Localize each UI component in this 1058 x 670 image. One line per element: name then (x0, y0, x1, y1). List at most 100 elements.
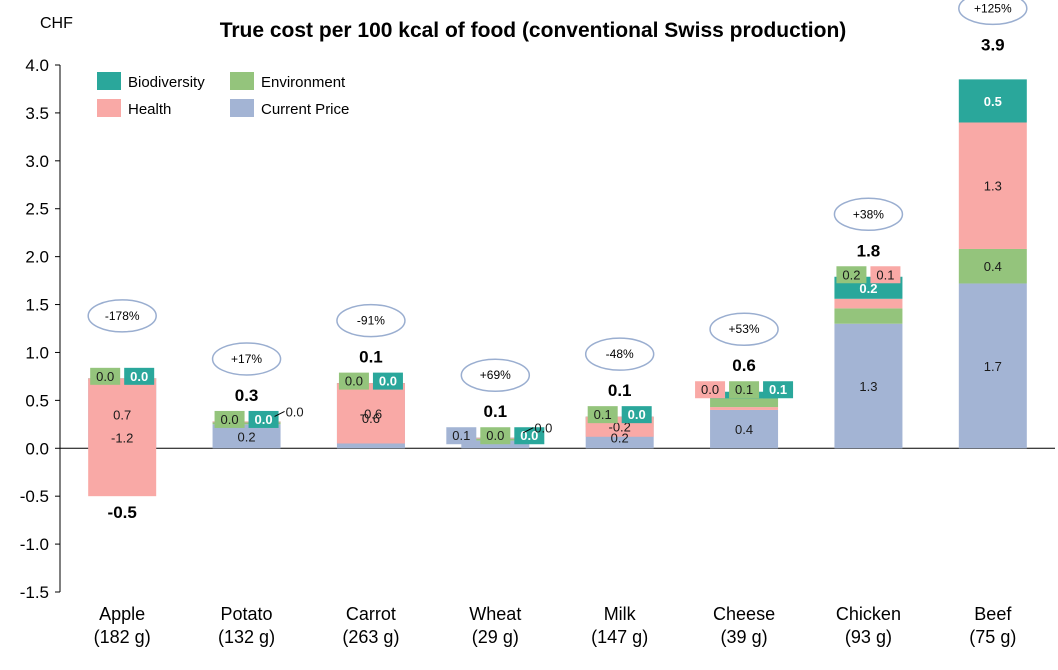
category-label: Milk (604, 604, 637, 624)
labels-layer: 0.7 -1.2 0.0 0.0 -0.5 -178% 0.2 0.0 0.0 0.0 0.3 +17… (87, 0, 1028, 522)
y-tick-label: 3.0 (25, 152, 49, 171)
bar-segment-current-price (710, 409, 779, 449)
bar-segment-biodiversity (958, 79, 1027, 123)
segment-label: 1.3 (859, 379, 877, 394)
pct-badge (336, 303, 406, 338)
category-weight-label: (132 g) (218, 627, 275, 647)
legend-swatch (97, 99, 121, 117)
pct-badge (460, 358, 531, 392)
pct-badge (211, 342, 282, 376)
segment-label: 0.0 (628, 407, 646, 422)
segment-label: 0.7 (113, 408, 131, 423)
segment-label: 0.1 (769, 382, 787, 397)
segment-label: 0.1 (594, 407, 612, 422)
legend-swatch (230, 72, 254, 90)
y-axis: 4.0 3.5 3.0 2.5 2.0 1.5 1.0 0.5 0.0 -0.5 -1.0 -1.5 (20, 56, 1055, 602)
pct-label: +38% (853, 207, 884, 221)
bar-segment-health (212, 421, 281, 423)
legend-label: Environment (261, 74, 346, 91)
segment-label: 0.2 (238, 429, 256, 444)
total-label: 1.8 (857, 241, 881, 260)
y-axis-unit: CHF (40, 15, 73, 32)
pct-label: +17% (231, 352, 262, 366)
category-weight-label: (93 g) (845, 627, 892, 647)
bar-segment-health (710, 407, 779, 410)
segment-label: 0.0 (345, 374, 363, 389)
pct-badge (833, 197, 904, 232)
y-tick-label: -0.5 (20, 487, 49, 506)
label-box-health (870, 266, 901, 284)
segment-label: 0.1 (735, 382, 753, 397)
label-box-biodiversity (248, 410, 279, 428)
label-box-health (695, 381, 726, 399)
category-label: Beef (974, 604, 1012, 624)
category-weight-label: (29 g) (472, 627, 519, 647)
y-tick-label: 0.5 (25, 391, 49, 410)
segment-label: 0.0 (130, 369, 148, 384)
segment-label: 0.0 (534, 421, 552, 436)
bar-segment-health (336, 383, 405, 444)
y-tick-label: 1.0 (25, 343, 49, 362)
pct-label: +69% (480, 368, 511, 382)
segment-label: 0.0 (96, 369, 114, 384)
legend-label: Biodiversity (128, 74, 205, 91)
label-box-biodiversity (621, 406, 652, 424)
label-box-environment (587, 406, 618, 424)
total-label: -0.5 (108, 503, 137, 522)
label-box-environment (90, 367, 121, 385)
bar-segment-environment (212, 422, 281, 425)
pct-badge (87, 299, 157, 333)
category-label: Carrot (346, 604, 396, 624)
category-label: Chicken (836, 604, 901, 624)
category-label: Wheat (469, 604, 521, 624)
y-tick-label: 0.0 (25, 439, 49, 458)
bar-segment-health (834, 298, 903, 309)
legend: Biodiversity Environment Health Current Pri… (97, 72, 349, 118)
pct-badge (584, 337, 655, 371)
segment-label: 0.2 (859, 281, 877, 296)
category-weight-label: (39 g) (721, 627, 768, 647)
total-label: 0.1 (608, 381, 632, 400)
bar-segment-health (88, 378, 157, 497)
label-box-environment (338, 372, 369, 390)
bar-segment-environment (834, 308, 903, 324)
bar-segment-environment (958, 248, 1027, 284)
pct-badge (958, 0, 1028, 26)
pct-label: -91% (357, 314, 385, 328)
segment-label: 0.2 (842, 267, 860, 282)
segment-label: 0.0 (701, 382, 719, 397)
label-box-environment (729, 381, 760, 399)
y-tick-label: 4.0 (25, 56, 49, 75)
category-label: Potato (221, 604, 273, 624)
leader-line (274, 410, 285, 417)
y-tick-label: -1.0 (20, 535, 49, 554)
chart-title: True cost per 100 kcal of food (conventi… (220, 19, 847, 42)
bar-segment-current-price (212, 424, 281, 449)
segment-label: 0.4 (984, 259, 1002, 274)
segment-label: 0.4 (735, 422, 753, 437)
bar-segment-current-price (834, 323, 903, 449)
category-weight-label: (75 g) (969, 627, 1016, 647)
total-label: 0.1 (483, 402, 507, 421)
segment-label: 0.0 (379, 374, 397, 389)
category-weight-label: (263 g) (342, 627, 399, 647)
segment-label: 1.7 (984, 359, 1002, 374)
bar-segment-environment (710, 398, 779, 408)
total-label: 0.6 (732, 356, 756, 375)
segment-label: 0.0 (286, 404, 304, 419)
y-tick-label: 3.5 (25, 104, 49, 123)
y-tick-label: 2.5 (25, 200, 49, 219)
segment-label: 0.0 (255, 412, 273, 427)
label-box-environment (214, 410, 245, 428)
pct-label: +53% (729, 322, 760, 336)
x-axis: Apple (182 g) Potato (132 g) Carrot (263 g) Wh… (94, 604, 1017, 647)
y-tick-label: 1.5 (25, 296, 49, 315)
bar-segment-current-price (461, 440, 530, 449)
total-label: 3.9 (981, 35, 1005, 54)
segment-label: 0.0 (221, 412, 239, 427)
segment-label: 0.1 (876, 267, 894, 282)
segment-label: 1.3 (984, 179, 1002, 194)
bar-segment-current-price (958, 283, 1027, 449)
segment-label: -0.2 (608, 420, 630, 435)
category-label: Apple (99, 604, 145, 624)
